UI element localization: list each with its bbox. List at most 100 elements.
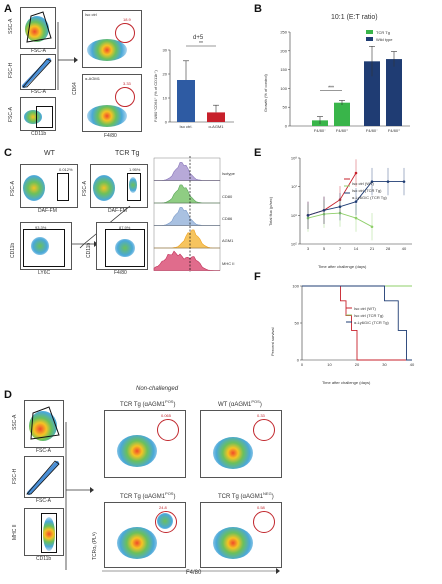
b-ytick-label-5: 250 <box>280 30 287 35</box>
f-xtick-1: 10 <box>327 362 332 367</box>
chart-a-svg: 0 10 20 30 Iso ctrl. α-AGM1 ** <box>163 41 234 129</box>
d-axis-tcr: TCRαᵥ (PLᴺ) <box>92 532 98 560</box>
e-legend-3: α-Ly6G/C (TCR Tg) <box>352 195 387 200</box>
chart-e-ylabel: Total flux (p/sec) <box>268 196 273 226</box>
axis-c-f480: F4/80 <box>114 270 127 276</box>
d-arrow <box>65 422 94 570</box>
b-ytick-label-2: 100 <box>280 86 287 91</box>
chart-e-svg: 10⁸ 10⁷ 10⁶ 10⁵ 3 5 7 14 21 28 40 <box>291 156 412 251</box>
axis-cd64: CD64 <box>72 82 78 95</box>
axis-c-cd11b-1: CD11b <box>10 242 16 258</box>
panel-label-f: F <box>254 271 261 283</box>
b-legend-2: Wild type <box>376 37 393 42</box>
a-xlabel-0: Iso ctrl. <box>180 124 193 129</box>
chart-b-svg: 0 50 100 150 200 250 F4/80⁻ F4/80⁺ F4/80⁻ F4/80⁺ *… <box>280 30 410 133</box>
d-flow-ssc <box>24 400 64 448</box>
d-pct-2: 0.33 <box>257 413 265 418</box>
panel-label-b: B <box>254 3 262 15</box>
b-xlabel-0: F4/80⁻ <box>314 128 326 133</box>
f-xtick-3: 30 <box>382 362 387 367</box>
axis-f480-a: F4/80 <box>104 133 117 139</box>
chart-f-ylabel: Percent survival <box>270 327 275 356</box>
hist-label-agm1: AGM1 <box>222 238 234 243</box>
e-series-2 <box>307 181 404 216</box>
flow-plot-iso-ctrl: Iso ctrl 18.9 <box>82 10 142 68</box>
pct-f480: 87.9% <box>119 225 131 230</box>
hist-curve-0 <box>154 162 220 181</box>
d-title-1: TCR Tg (αAGM1POS) <box>120 399 176 408</box>
d-axis-fsc: FSC-A <box>36 448 51 454</box>
b-ytick-label-3: 150 <box>280 67 287 72</box>
flow-plot-ly6c: 93.3% <box>20 222 72 270</box>
axis-ssc-a: SSC-A <box>8 18 14 34</box>
agm1-label: α-AGM1 <box>85 76 100 81</box>
hist-curve-2 <box>154 207 220 226</box>
axis-fsc-a-2: FSC-A <box>31 89 46 95</box>
b-legend-1: TCR Tg <box>376 30 390 35</box>
e-xtick-5: 28 <box>386 246 391 251</box>
e-xtick-1: 5 <box>323 246 326 251</box>
panel-label-a: A <box>4 3 12 15</box>
panel-label-e: E <box>254 147 262 159</box>
flow-plot-tcr-daf: 1.95% <box>90 164 148 208</box>
d-axis-f480: F4/80 <box>186 570 202 576</box>
d-pct-3: 24.8 <box>159 505 167 510</box>
f-series-0 <box>302 285 412 361</box>
a-ytick-label-2: 20 <box>163 72 168 77</box>
a-ytick-label-1: 10 <box>163 96 168 101</box>
flow-plot-cd11b <box>20 97 56 131</box>
flow-plot-wt-daf: 0.012% <box>20 164 78 208</box>
a-bar-1 <box>207 112 225 122</box>
hist-curve-1 <box>154 184 220 204</box>
e-ytick-label-3: 10⁵ <box>291 242 297 247</box>
chart-f-svg: 100 50 00 10 20 30 40 <box>292 284 415 368</box>
e-legend-1: Iso ctrl (WT) <box>352 181 374 186</box>
d-title-2: WT (αAGM1POS) <box>218 399 262 408</box>
e-xtick-6: 40 <box>402 246 407 251</box>
c-tcr-label: TCR Tg <box>115 150 140 157</box>
panel-label-c: C <box>4 147 12 159</box>
chart-b-ylabel: Growth (% of control) <box>263 74 268 112</box>
b-ytick-label-0: 0 <box>285 124 288 129</box>
e-xtick-4: 21 <box>370 246 375 251</box>
f-legend-2: Iso ctrl (TCR Tg) <box>354 313 384 318</box>
iso-ctrl-label: Iso ctrl <box>85 12 97 17</box>
e-xtick-0: 3 <box>307 246 310 251</box>
chart-f-xlabel: Time after challenge (days) <box>322 380 371 385</box>
axis-fsc-a: FSC-A <box>31 48 46 54</box>
d-axis-fsca2: FSC-A <box>36 498 51 504</box>
pct-ly6c: 93.3% <box>35 225 47 230</box>
e-xtick-3: 14 <box>354 246 359 251</box>
b-legend-swatch-2 <box>366 37 373 41</box>
gating-arrow <box>57 22 78 90</box>
axis-c-fsc-2: FSC-A <box>82 181 88 196</box>
hist-curve-3 <box>154 229 220 249</box>
d-x-arrow <box>102 568 280 574</box>
e-ytick-label-0: 10⁸ <box>291 156 297 161</box>
c-histograms <box>153 156 221 272</box>
axis-fsc-h: FSC-H <box>8 62 14 78</box>
gate-polygon <box>26 11 52 43</box>
d-pct-1: 0.065 <box>161 413 172 418</box>
a-ytick-label-0: 0 <box>165 120 168 125</box>
axis-c-ly6c: LY6C <box>38 270 51 276</box>
a-sig: ** <box>199 41 203 47</box>
d-axis-mhc: MHC II <box>12 524 18 540</box>
b-xlabel-2: F4/80⁻ <box>366 128 378 133</box>
axis-c-cd11b-2: CD11b <box>86 242 92 258</box>
hist-label-isotype: Isotype <box>222 171 235 176</box>
f-xtick-0: 0 <box>301 362 304 367</box>
f-legend-3: α-Ly6G/C (TCR Tg) <box>354 320 389 325</box>
c-wt-label: WT <box>44 150 55 157</box>
e-ytick-label-2: 10⁶ <box>291 213 297 218</box>
b-bar-2 <box>364 61 380 126</box>
d-title-4: TCR Tg (αAGM1NEG) <box>218 491 274 500</box>
chart-a-title: d+5 <box>193 35 204 41</box>
axis-c-daf-1: DAF-FM <box>38 208 57 214</box>
b-legend-swatch-1 <box>366 30 373 34</box>
b-ytick-label-1: 50 <box>283 105 288 110</box>
flow-plot-agm1: α-AGM1 3.33 <box>82 74 142 132</box>
gate-pct-1: 18.9 <box>123 17 131 22</box>
pct-wt: 0.012% <box>59 167 73 172</box>
chart-a-ylabel: F4/80⁺CD64⁺ (% of CD11b⁺) <box>153 70 158 122</box>
